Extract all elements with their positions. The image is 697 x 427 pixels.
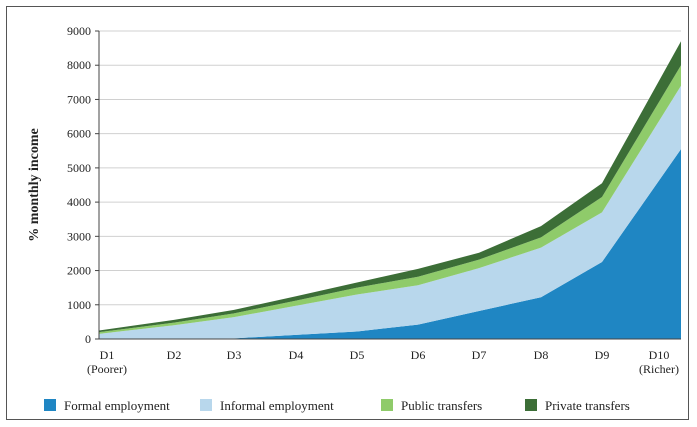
x-tick-label: D2 bbox=[167, 348, 182, 362]
legend-private-transfers-swatch bbox=[525, 399, 537, 411]
legend: Formal employment Informal employment Publ… bbox=[44, 398, 630, 413]
legend-informal-employment-label: Informal employment bbox=[220, 398, 334, 413]
axes bbox=[95, 30, 681, 340]
y-tick-labels: 0 1000 2000 3000 4000 5000 6000 7000 8000 9000 bbox=[67, 24, 91, 346]
legend-formal-employment-swatch bbox=[44, 399, 56, 411]
x-tick-label: D6 bbox=[411, 348, 426, 362]
x-tick-label: D5 bbox=[350, 348, 365, 362]
x-tick-sublabel: (Richer) bbox=[639, 362, 679, 376]
y-tick-label: 7000 bbox=[67, 92, 91, 106]
y-axis-title: % monthly income bbox=[27, 128, 42, 242]
y-tick-label: 3000 bbox=[67, 229, 91, 243]
legend-formal-employment-label: Formal employment bbox=[64, 398, 170, 413]
legend-informal-employment-swatch bbox=[200, 399, 212, 411]
y-tick-label: 1000 bbox=[67, 298, 91, 312]
y-tick-label: 9000 bbox=[67, 24, 91, 38]
x-tick-label: D10 bbox=[649, 348, 670, 362]
area-informal-employment bbox=[99, 85, 681, 339]
x-tick-label: D1 bbox=[100, 348, 115, 362]
x-tick-label: D9 bbox=[595, 348, 610, 362]
x-tick-label: D8 bbox=[534, 348, 549, 362]
legend-public-transfers-swatch bbox=[381, 399, 393, 411]
y-tick-label: 5000 bbox=[67, 161, 91, 175]
x-tick-sublabel: (Poorer) bbox=[87, 362, 127, 376]
y-tick-label: 0 bbox=[85, 332, 91, 346]
x-tick-labels: D1(Poorer) D2 D3 D4 D5 D6 D7 D8 D9 D10(Richer) bbox=[87, 348, 679, 376]
y-tick-label: 8000 bbox=[67, 58, 91, 72]
legend-public-transfers-label: Public transfers bbox=[401, 398, 482, 413]
x-tick-label: D4 bbox=[289, 348, 304, 362]
legend-private-transfers-label: Private transfers bbox=[545, 398, 630, 413]
y-tick-label: 6000 bbox=[67, 127, 91, 141]
area-formal-employment bbox=[99, 149, 681, 339]
x-tick-label: D3 bbox=[227, 348, 242, 362]
y-tick-label: 2000 bbox=[67, 264, 91, 278]
area-series bbox=[99, 41, 681, 339]
x-tick-label: D7 bbox=[472, 348, 487, 362]
y-tick-label: 4000 bbox=[67, 195, 91, 209]
